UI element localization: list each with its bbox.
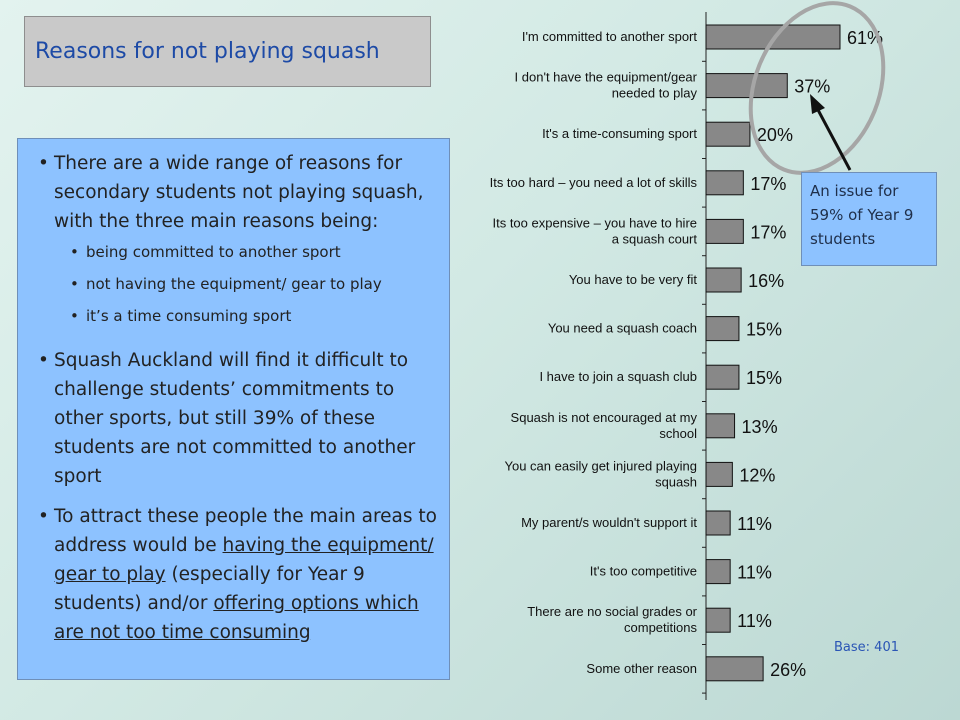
value-label: 11% xyxy=(737,563,772,583)
value-label: 15% xyxy=(746,320,782,340)
value-label: 17% xyxy=(750,174,786,194)
list-item-text: it’s a time consuming sport xyxy=(86,307,292,325)
bar xyxy=(705,559,731,585)
bar xyxy=(705,607,731,633)
callout-arrow-line xyxy=(815,107,852,171)
bar xyxy=(705,656,764,682)
bar xyxy=(705,218,744,244)
value-label: 15% xyxy=(746,368,782,388)
category-label: Squash is not encouraged at my school xyxy=(511,410,698,441)
value-labels: 61% 37% 20% 17% 17% 16% 15% 15% 13% 12% 11% 11% 11% 2… xyxy=(737,28,883,680)
list-item: • not having the equipment/ gear to play xyxy=(70,274,443,306)
bar xyxy=(705,413,736,439)
category-label: Its too expensive – you have to hire a sq… xyxy=(492,215,697,246)
category-label: Its too hard – you need a lot of skills xyxy=(490,175,698,190)
value-label: 61% xyxy=(847,28,883,48)
category-label: It's a time-consuming sport xyxy=(542,126,697,141)
para2-text: Squash Auckland will find it difficult t… xyxy=(54,350,416,487)
category-label: You can easily get injured playing squash xyxy=(505,458,698,489)
bar xyxy=(705,73,788,99)
list-item-text: being committed to another sport xyxy=(86,243,341,261)
value-label: 12% xyxy=(739,465,775,485)
category-label: Some other reason xyxy=(586,661,697,676)
list-item: • being committed to another sport xyxy=(70,242,443,274)
summary-text-box: • There are a wide range of reasons for … xyxy=(17,138,450,680)
bullet-icon: • xyxy=(70,243,79,261)
main-reasons-list: • being committed to another sport • not h… xyxy=(34,242,443,338)
bar xyxy=(705,461,733,487)
category-label: I'm committed to another sport xyxy=(522,29,698,44)
value-label: 26% xyxy=(770,660,806,680)
callout-box: An issue for 59% of Year 9 students xyxy=(801,172,937,266)
value-label: 20% xyxy=(757,125,793,145)
page-title: Reasons for not playing squash xyxy=(35,39,380,64)
bar xyxy=(705,510,731,536)
value-label: 13% xyxy=(742,417,778,437)
list-item: • it’s a time consuming sport xyxy=(70,306,443,338)
bar xyxy=(705,267,742,293)
callout-arrowhead-icon xyxy=(810,94,825,114)
category-label: It's too competitive xyxy=(590,564,697,579)
bars-group xyxy=(702,24,841,694)
summary-paragraph-1: • There are a wide range of reasons for … xyxy=(34,149,443,236)
para1-text: There are a wide range of reasons for se… xyxy=(54,153,424,232)
title-box: Reasons for not playing squash xyxy=(24,16,431,87)
list-item-text: not having the equipment/ gear to play xyxy=(86,275,382,293)
category-label: I don't have the equipment/gear needed to… xyxy=(515,70,698,101)
value-label: 16% xyxy=(748,271,784,291)
bullet-icon: • xyxy=(38,350,49,371)
category-label: There are no social grades or competition… xyxy=(527,604,697,635)
bullet-icon: • xyxy=(70,275,79,293)
para3-mid: (especially for Year 9 students) and/or xyxy=(54,564,365,614)
base-size-label: Base: 401 xyxy=(834,640,899,655)
highlight-circle xyxy=(748,1,886,175)
para3-underline-2: offering options which are not too time … xyxy=(54,593,419,643)
bullet-icon: • xyxy=(38,506,49,527)
bar xyxy=(705,364,740,390)
bar xyxy=(705,170,744,196)
value-label: 37% xyxy=(794,77,830,97)
summary-paragraph-3: • To attract these people the main areas… xyxy=(34,502,443,647)
summary-paragraph-2: • Squash Auckland will find it difficult… xyxy=(34,346,443,491)
bullet-icon: • xyxy=(38,153,49,174)
value-label: 11% xyxy=(737,514,772,534)
value-label: 11% xyxy=(737,611,772,631)
bar xyxy=(705,121,751,147)
para3-prefix: To attract these people the main areas t… xyxy=(54,506,437,556)
category-labels: I'm committed to another sport I don't ha… xyxy=(490,29,698,676)
bar xyxy=(705,316,740,342)
category-label: You need a squash coach xyxy=(548,321,697,336)
para3-underline-1: having the equipment/ gear to play xyxy=(54,535,434,585)
category-label: You have to be very fit xyxy=(569,272,698,287)
bullet-icon: • xyxy=(70,307,79,325)
category-label: I have to join a squash club xyxy=(539,369,697,384)
callout-text: An issue for 59% of Year 9 students xyxy=(810,182,914,248)
value-label: 17% xyxy=(750,222,786,242)
category-label: My parent/s wouldn't support it xyxy=(521,515,697,530)
